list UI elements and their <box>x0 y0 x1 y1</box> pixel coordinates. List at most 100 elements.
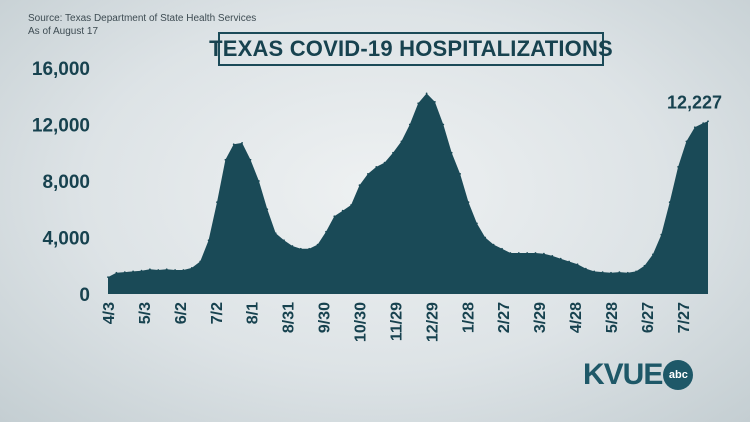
data-point <box>652 253 654 256</box>
data-point <box>132 270 135 273</box>
data-point <box>434 101 436 103</box>
data-point <box>568 260 570 263</box>
data-point <box>601 271 604 273</box>
data-point <box>140 269 143 272</box>
data-point <box>509 252 512 254</box>
data-point <box>367 173 369 175</box>
data-point <box>115 271 118 274</box>
data-point <box>484 236 487 239</box>
data-point <box>408 123 411 126</box>
data-point <box>442 123 445 126</box>
chart-title: TEXAS COVID-19 HOSPITALIZATIONS <box>209 36 613 61</box>
data-point <box>358 184 361 187</box>
data-point <box>241 142 244 144</box>
x-tick-label: 7/27 <box>676 302 693 333</box>
data-point <box>165 268 168 271</box>
x-tick-label: 8/31 <box>281 302 298 333</box>
data-point <box>325 230 327 233</box>
data-point <box>559 257 562 260</box>
abc-logo-icon: abc <box>663 360 694 390</box>
x-tick-label: 2/27 <box>496 302 513 333</box>
data-point <box>668 201 671 204</box>
abc-logo-text: abc <box>668 369 688 381</box>
data-point <box>182 269 185 271</box>
source-note: Source: Texas Department of State Health… <box>28 12 256 38</box>
data-point <box>593 270 596 273</box>
data-point <box>400 140 403 143</box>
data-point <box>707 120 709 123</box>
data-point <box>224 158 227 161</box>
x-tick-label: 5/3 <box>137 302 154 324</box>
data-point <box>299 247 302 250</box>
data-point <box>149 268 151 271</box>
data-point <box>232 143 235 146</box>
date-line: As of August 17 <box>28 26 99 37</box>
y-tick-label: 12,000 <box>32 116 90 137</box>
data-point <box>174 269 177 271</box>
data-point <box>450 151 453 154</box>
x-tick-label: 6/27 <box>640 302 657 333</box>
data-point <box>107 276 109 278</box>
data-point <box>526 252 529 254</box>
data-point <box>467 201 470 204</box>
data-point <box>291 245 294 247</box>
kvue-logo-text: KVUE <box>583 358 663 391</box>
x-tick-label: 9/30 <box>317 302 334 333</box>
series-area <box>108 93 708 295</box>
data-point <box>584 267 587 270</box>
x-tick-label: 4/28 <box>568 302 585 333</box>
data-point <box>635 270 637 273</box>
data-point <box>685 140 688 143</box>
data-point <box>677 166 679 168</box>
x-tick-label: 12/29 <box>424 302 441 342</box>
data-point <box>501 247 503 250</box>
data-point <box>123 271 126 273</box>
kvue-logo: KVUE abc <box>583 358 694 391</box>
data-point <box>274 232 277 235</box>
data-point <box>610 271 612 274</box>
data-point <box>392 151 394 154</box>
data-point <box>543 252 545 255</box>
chart-title-box: TEXAS COVID-19 HOSPITALIZATIONS <box>209 32 613 66</box>
data-point <box>350 204 352 206</box>
data-point <box>341 209 344 212</box>
x-tick-label: 6/2 <box>173 302 190 324</box>
x-tick-label: 8/1 <box>245 302 262 324</box>
data-point <box>266 208 269 211</box>
data-point <box>199 260 202 263</box>
y-tick-label: 4,000 <box>42 229 90 250</box>
source-line: Source: Texas Department of State Health… <box>28 13 257 24</box>
data-point <box>693 126 696 129</box>
x-tick-label: 7/2 <box>209 302 226 324</box>
data-point <box>190 267 193 269</box>
data-point <box>618 271 621 273</box>
y-tick-label: 16,000 <box>32 59 90 80</box>
data-point <box>383 161 386 164</box>
data-point <box>308 247 311 250</box>
data-point <box>702 122 705 124</box>
data-point <box>660 233 663 236</box>
data-point <box>576 263 579 266</box>
data-point <box>283 239 285 242</box>
x-tick-label: 10/30 <box>353 302 370 342</box>
data-point <box>476 222 478 225</box>
data-point <box>316 243 319 246</box>
data-point <box>375 166 378 168</box>
x-tick-label: 11/29 <box>388 302 405 341</box>
data-point <box>258 180 260 182</box>
data-point <box>417 102 420 105</box>
data-point <box>207 239 210 242</box>
data-point <box>643 264 646 267</box>
x-tick-label: 5/28 <box>604 302 621 333</box>
y-tick-label: 0 <box>79 285 90 306</box>
data-point <box>534 252 537 254</box>
data-point <box>333 215 336 218</box>
data-point <box>626 271 629 274</box>
x-tick-label: 3/29 <box>532 302 549 333</box>
data-point <box>157 269 160 271</box>
data-point <box>551 255 554 257</box>
latest-value-label: 12,227 <box>667 92 722 112</box>
data-point <box>249 158 252 161</box>
data-point <box>492 243 495 246</box>
